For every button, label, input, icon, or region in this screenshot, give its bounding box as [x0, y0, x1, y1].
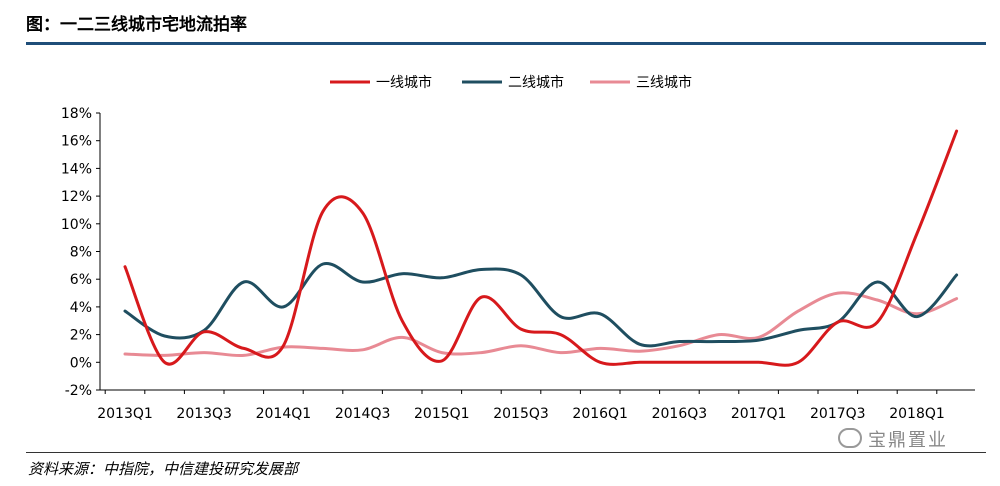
x-tick-label: 2018Q1 [889, 406, 945, 422]
x-tick-label: 2014Q1 [256, 406, 312, 422]
wechat-icon [838, 428, 862, 448]
x-tick-label: 2015Q3 [493, 406, 549, 422]
chart-title: 图：一二三线城市宅地流拍率 [26, 15, 247, 35]
watermark-text: 宝鼎置业 [868, 430, 948, 451]
y-tick-label: 6% [70, 272, 92, 288]
chart-legend: 一线城市 二线城市 三线城市 [330, 74, 692, 91]
y-tick-label: 14% [61, 161, 92, 177]
x-tick-label: 2013Q3 [176, 406, 232, 422]
series-line-3 [123, 291, 959, 358]
series-line-1 [123, 129, 959, 367]
chart-series-lines [123, 129, 959, 367]
watermark: 宝鼎置业 [838, 426, 948, 452]
legend-label: 二线城市 [508, 74, 564, 91]
y-tick-label: 10% [61, 217, 92, 233]
y-tick-label: 2% [70, 328, 92, 344]
x-tick-label: 2015Q1 [414, 406, 470, 422]
y-tick-label: -2% [65, 383, 92, 399]
x-tick-label: 2014Q3 [335, 406, 391, 422]
y-tick-label: 0% [70, 355, 92, 371]
y-tick-label: 4% [70, 300, 92, 316]
x-tick-label: 2017Q1 [731, 406, 787, 422]
series-line-2 [123, 262, 959, 348]
source-note: 资料来源：中指院，中信建投研究发展部 [28, 460, 299, 478]
y-tick-label: 8% [70, 245, 92, 261]
title-divider [26, 42, 986, 45]
legend-label: 三线城市 [636, 74, 692, 91]
x-tick-label: 2013Q1 [97, 406, 153, 422]
x-tick-label: 2016Q1 [572, 406, 628, 422]
footer-divider [26, 452, 986, 453]
legend-label: 一线城市 [376, 74, 432, 91]
x-tick-label: 2016Q3 [652, 406, 708, 422]
y-tick-label: 16% [61, 134, 92, 150]
x-tick-label: 2017Q3 [810, 406, 866, 422]
y-tick-label: 18% [61, 106, 92, 122]
chart-axes: -2% 0% 2% 4% 6% 8% 10% 12% 14% 16% 18% 2013Q1 2013Q3… [61, 106, 975, 422]
y-tick-label: 12% [61, 189, 92, 205]
